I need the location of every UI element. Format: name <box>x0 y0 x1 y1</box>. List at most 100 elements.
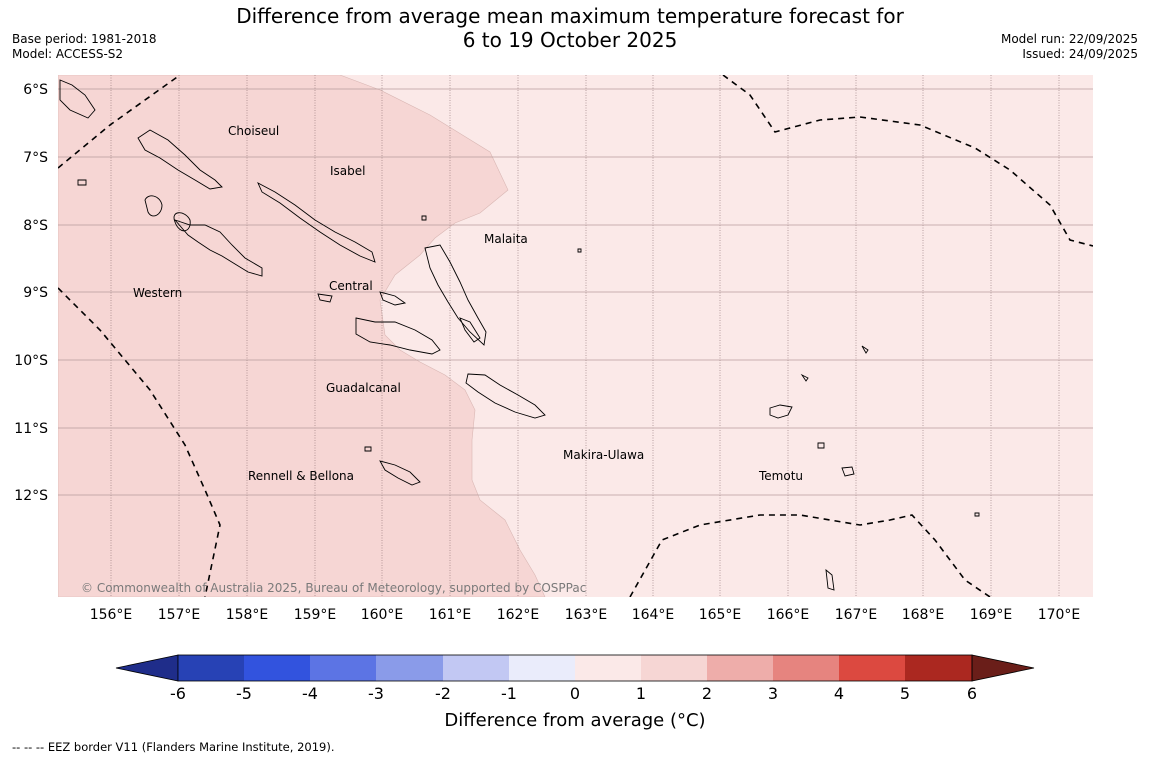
lat-label: 6°S <box>23 82 48 98</box>
lon-label: 167°E <box>835 607 878 623</box>
lon-label: 158°E <box>226 607 269 623</box>
copyright-notice: © Commonwealth of Australia 2025, Bureau… <box>81 581 586 595</box>
colorbar-tick-label: -6 <box>170 684 186 700</box>
makira-island <box>465 373 546 419</box>
colorbar-tick-label: 0 <box>570 684 580 700</box>
title-line-1: Difference from average mean maximum tem… <box>236 4 904 28</box>
vella-lavella-island <box>144 195 163 217</box>
colorbar-tick-label: -1 <box>501 684 517 700</box>
colorbar-swatch <box>244 655 310 681</box>
malaita-island <box>424 244 487 346</box>
lon-label: 164°E <box>632 607 675 623</box>
colorbar-tick-label: 2 <box>702 684 712 700</box>
lon-label: 163°E <box>565 607 608 623</box>
lat-label: 10°S <box>14 353 48 369</box>
title-line-2: 6 to 19 October 2025 <box>462 28 678 52</box>
header-right: Model run: 22/09/2025 Issued: 24/09/2025 <box>1001 32 1138 62</box>
colorbar-swatch <box>707 655 773 681</box>
lat-label: 11°S <box>14 421 48 437</box>
base-period: Base period: 1981-2018 <box>12 32 157 46</box>
colorbar-tick-label: -3 <box>368 684 384 700</box>
guadalcanal-island <box>355 317 441 355</box>
kolombangara-island <box>173 212 191 232</box>
latitude-lines <box>58 88 1093 496</box>
colorbar-swatch <box>310 655 376 681</box>
label-western: Western <box>133 286 182 300</box>
lon-label: 166°E <box>767 607 810 623</box>
header-left: Base period: 1981-2018 Model: ACCESS-S2 <box>12 32 157 62</box>
colorbar-extend-high <box>971 654 1035 682</box>
colorbar-tick-label: -5 <box>236 684 252 700</box>
colorbar-ticks: -6 -5 -4 -3 -2 -1 0 1 2 3 4 5 6 <box>170 684 977 700</box>
colorbar-swatch <box>839 655 905 681</box>
choiseul-island <box>137 129 223 190</box>
latitude-axis: 6°S 7°S 8°S 9°S 10°S 11°S 12°S <box>14 82 48 504</box>
colorbar-swatch <box>443 655 509 681</box>
lon-label: 156°E <box>90 607 133 623</box>
shortland-islands <box>59 79 96 119</box>
treasury-island <box>77 179 87 186</box>
label-makira-ulawa: Makira-Ulawa <box>563 448 644 462</box>
label-guadalcanal: Guadalcanal <box>326 381 401 395</box>
colorbar-tick-label: 1 <box>636 684 646 700</box>
lon-label: 170°E <box>1038 607 1081 623</box>
colorbar-tick-label: -2 <box>435 684 451 700</box>
lon-label: 169°E <box>970 607 1013 623</box>
colorbar-swatch <box>178 655 244 681</box>
label-choiseul: Choiseul <box>228 124 279 138</box>
colorbar-tick-label: 4 <box>834 684 844 700</box>
eez-border <box>58 75 1093 597</box>
lon-label: 160°E <box>361 607 404 623</box>
colorbar-tick-label: 3 <box>768 684 778 700</box>
colorbar-extend-low <box>115 654 179 682</box>
label-temotu: Temotu <box>758 469 803 483</box>
model-name: Model: ACCESS-S2 <box>12 47 124 61</box>
label-central: Central <box>329 279 373 293</box>
model-run: Model run: 22/09/2025 <box>1000 32 1138 46</box>
colorbar-tick-label: 6 <box>967 684 977 700</box>
colorbar-swatch <box>575 655 641 681</box>
rennell-island <box>379 460 421 486</box>
utupua-island <box>817 442 825 449</box>
label-malaita: Malaita <box>484 232 528 246</box>
lat-label: 12°S <box>14 488 48 504</box>
lon-label: 165°E <box>699 607 742 623</box>
lon-label: 162°E <box>497 607 540 623</box>
colorbar: -6 -5 -4 -3 -2 -1 0 1 2 3 4 5 6 <box>115 654 1035 700</box>
vanikoro-island <box>841 466 855 477</box>
graticule <box>110 75 1060 597</box>
isabel-island <box>257 181 376 263</box>
lat-label: 7°S <box>23 150 48 166</box>
eez-footnote: -- -- -- EEZ border V11 (Flanders Marine… <box>12 740 335 754</box>
sikaiana-island <box>577 248 582 253</box>
bellona-island <box>364 446 372 452</box>
zone-1-to-2 <box>58 75 546 597</box>
new-georgia-islands <box>173 219 263 277</box>
label-rennell-bellona: Rennell & Bellona <box>248 469 354 483</box>
ontong-java-atoll <box>421 215 427 221</box>
lat-label: 8°S <box>23 218 48 234</box>
lon-label: 168°E <box>902 607 945 623</box>
small-malaita-island <box>459 317 481 343</box>
colorbar-swatch <box>773 655 839 681</box>
colorbar-swatch <box>509 655 575 681</box>
colorbar-outline <box>177 654 973 682</box>
santa-cruz-island <box>769 404 793 419</box>
label-isabel: Isabel <box>330 164 365 178</box>
tikopia-island <box>825 568 835 591</box>
florida-islands <box>379 291 407 306</box>
lon-label: 157°E <box>158 607 201 623</box>
colorbar-swatch <box>641 655 707 681</box>
page-title: Difference from average mean maximum tem… <box>210 4 930 52</box>
duff-islands <box>861 345 869 354</box>
colorbar-tick-label: -4 <box>302 684 318 700</box>
colorbar-swatch <box>376 655 443 681</box>
reef-islands <box>800 373 809 382</box>
issued-date: Issued: 24/09/2025 <box>1022 47 1138 61</box>
islands <box>59 79 980 591</box>
forecast-map: Choiseul Isabel Malaita Western Central … <box>14 75 1093 700</box>
longitude-axis: 156°E 157°E 158°E 159°E 160°E 161°E 162°… <box>90 607 1081 623</box>
anuta-island <box>974 512 980 517</box>
colorbar-swatch <box>905 655 972 681</box>
lon-label: 159°E <box>294 607 337 623</box>
